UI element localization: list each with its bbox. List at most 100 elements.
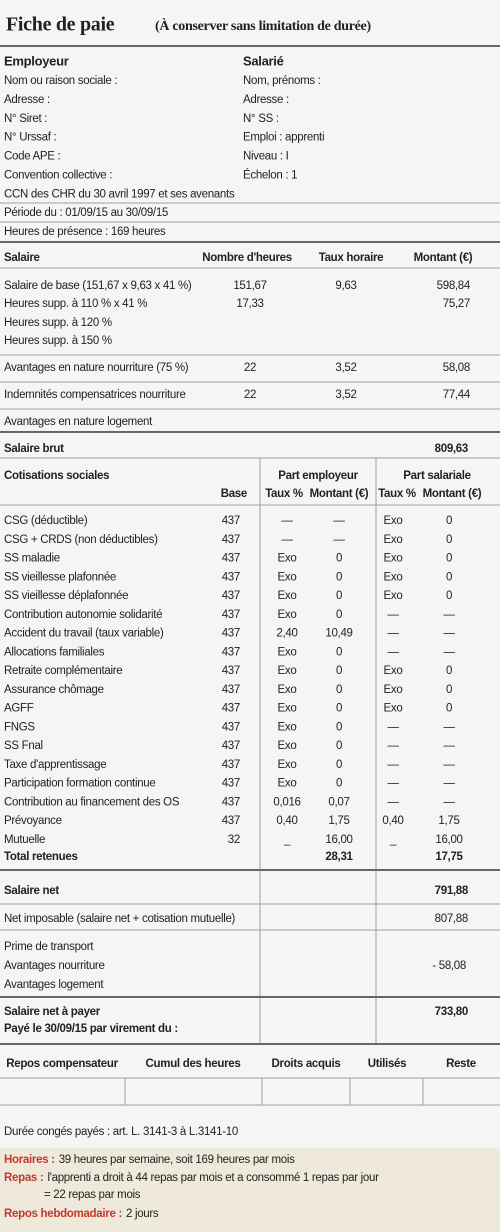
employer-line: N° Siret : bbox=[4, 113, 47, 125]
employer-line: Convention collective : bbox=[4, 170, 112, 182]
contrib-cell: 437 bbox=[222, 609, 240, 621]
contrib-col: Montant (€) bbox=[423, 488, 482, 500]
contrib-cell: 0 bbox=[446, 684, 452, 696]
salary-label: Heures supp. à 120 % bbox=[4, 317, 112, 329]
to-pay-amount: 733,80 bbox=[435, 1006, 468, 1018]
contrib-cell: 0 bbox=[336, 665, 342, 677]
contrib-cell: _ bbox=[283, 834, 291, 846]
contrib-cell: 0 bbox=[336, 646, 342, 658]
note-label: Repos hebdomadaire : bbox=[4, 1208, 122, 1220]
subtitle: (À conserver sans limitation de durée) bbox=[155, 17, 371, 34]
contrib-label: Allocations familiales bbox=[4, 646, 105, 658]
contrib-cell: Exo bbox=[278, 609, 297, 621]
contrib-employee: Part salariale bbox=[403, 470, 470, 482]
contrib-cell: — bbox=[281, 515, 293, 527]
contrib-cell: 0 bbox=[336, 721, 342, 733]
employee-line: Emploi : apprenti bbox=[243, 132, 324, 144]
notes-background bbox=[0, 1148, 500, 1232]
contrib-label: Prévoyance bbox=[4, 815, 62, 827]
contrib-cell: _ bbox=[389, 834, 397, 846]
contrib-cell: 0 bbox=[446, 665, 452, 677]
contrib-label: CSG (déductible) bbox=[4, 515, 88, 527]
contrib-label: Contribution au financement des OS bbox=[4, 796, 180, 808]
contrib-cell: 0 bbox=[336, 553, 342, 565]
employer-line: Code APE : bbox=[4, 151, 61, 163]
salary-label: Indemnités compensatrices nourriture bbox=[4, 389, 186, 401]
rest-header: Reste bbox=[446, 1058, 476, 1070]
salary-label: Heures supp. à 110 % x 41 % bbox=[4, 298, 147, 310]
rest-header: Cumul des heures bbox=[146, 1058, 241, 1070]
contrib-cell: Exo bbox=[278, 590, 297, 602]
contrib-label: Mutuelle bbox=[4, 834, 45, 846]
contrib-cell: 437 bbox=[222, 740, 240, 752]
gross-label: Salaire brut bbox=[4, 443, 64, 455]
salary-header: Nombre d'heures bbox=[202, 252, 292, 264]
contrib-cell: Exo bbox=[278, 778, 297, 790]
contrib-cell: 2,40 bbox=[276, 628, 297, 640]
contrib-cell: — bbox=[281, 534, 293, 546]
contrib-cell: — bbox=[443, 778, 455, 790]
contrib-label: Assurance chômage bbox=[4, 684, 104, 696]
employee-line: Nom, prénoms : bbox=[243, 75, 321, 87]
contrib-cell: 32 bbox=[228, 834, 240, 846]
contrib-cell: 437 bbox=[222, 553, 240, 565]
salary-label: Salaire de base (151,67 x 9,63 x 41 %) bbox=[4, 280, 192, 292]
contrib-cell: 1,75 bbox=[328, 815, 349, 827]
contrib-cell: 0 bbox=[446, 534, 452, 546]
rest-header: Repos compensateur bbox=[6, 1058, 118, 1070]
salary-hours: 22 bbox=[244, 362, 256, 374]
gross-amount: 809,63 bbox=[435, 443, 468, 455]
contrib-label: SS Fnal bbox=[4, 740, 43, 752]
employer-heading: Employeur bbox=[4, 53, 69, 68]
contrib-cell: 437 bbox=[222, 815, 240, 827]
total-label: Total retenues bbox=[4, 851, 78, 863]
contrib-cell: 437 bbox=[222, 665, 240, 677]
contrib-cell: Exo bbox=[278, 721, 297, 733]
taxable-amount: 807,88 bbox=[435, 913, 468, 925]
salary-amount: 77,44 bbox=[443, 389, 471, 401]
contrib-label: CSG + CRDS (non déductibles) bbox=[4, 534, 158, 546]
contrib-label: Contribution autonomie solidarité bbox=[4, 609, 162, 621]
salary-label: Avantages en nature logement bbox=[4, 416, 153, 428]
salary-header: Salaire bbox=[4, 252, 40, 264]
contrib-cell: Exo bbox=[384, 553, 403, 565]
salary-header: Taux horaire bbox=[319, 252, 384, 264]
contrib-cell: Exo bbox=[278, 553, 297, 565]
contrib-cell: Exo bbox=[384, 703, 403, 715]
period: Période du : 01/09/15 au 30/09/15 bbox=[4, 207, 168, 219]
rest-header: Utilisés bbox=[368, 1058, 407, 1070]
contrib-cell: 437 bbox=[222, 515, 240, 527]
contrib-label: Taxe d'apprentissage bbox=[4, 759, 106, 771]
contrib-title: Cotisations sociales bbox=[4, 470, 109, 482]
contrib-label: SS vieillesse déplafonnée bbox=[4, 590, 128, 602]
contrib-cell: Exo bbox=[278, 646, 297, 658]
note-label: Repas : bbox=[4, 1172, 43, 1184]
contrib-label: FNGS bbox=[4, 721, 35, 733]
salary-label: Heures supp. à 150 % bbox=[4, 335, 112, 347]
note-text: 2 jours bbox=[126, 1208, 159, 1220]
salary-rate: 3,52 bbox=[335, 362, 356, 374]
contrib-cell: 437 bbox=[222, 721, 240, 733]
contrib-cell: 437 bbox=[222, 646, 240, 658]
note-text: 39 heures par semaine, soit 169 heures p… bbox=[59, 1154, 295, 1166]
salary-amount: 598,84 bbox=[437, 280, 471, 292]
contrib-cell: — bbox=[387, 778, 399, 790]
employer-line: Nom ou raison sociale : bbox=[4, 75, 117, 87]
employee-line: Niveau : I bbox=[243, 151, 289, 163]
contrib-cell: Exo bbox=[384, 684, 403, 696]
contrib-cell: — bbox=[443, 628, 455, 640]
note-label: Horaires : bbox=[4, 1154, 55, 1166]
contrib-cell: 0 bbox=[336, 778, 342, 790]
contrib-cell: 0 bbox=[336, 703, 342, 715]
employee-line: Adresse : bbox=[243, 94, 289, 106]
rest-header: Droits acquis bbox=[272, 1058, 341, 1070]
paid: Payé le 30/09/15 par virement du : bbox=[4, 1023, 178, 1035]
contrib-cell: 437 bbox=[222, 590, 240, 602]
transport-label: Prime de transport bbox=[4, 941, 94, 953]
note-text: l'apprenti a droit à 44 repas par mois e… bbox=[47, 1172, 379, 1184]
leave-note: Durée congés payés : art. L. 3141-3 à L.… bbox=[4, 1126, 238, 1138]
contrib-cell: 437 bbox=[222, 703, 240, 715]
note: Repos hebdomadaire : 2 jours bbox=[4, 1208, 159, 1220]
contrib-cell: 437 bbox=[222, 684, 240, 696]
